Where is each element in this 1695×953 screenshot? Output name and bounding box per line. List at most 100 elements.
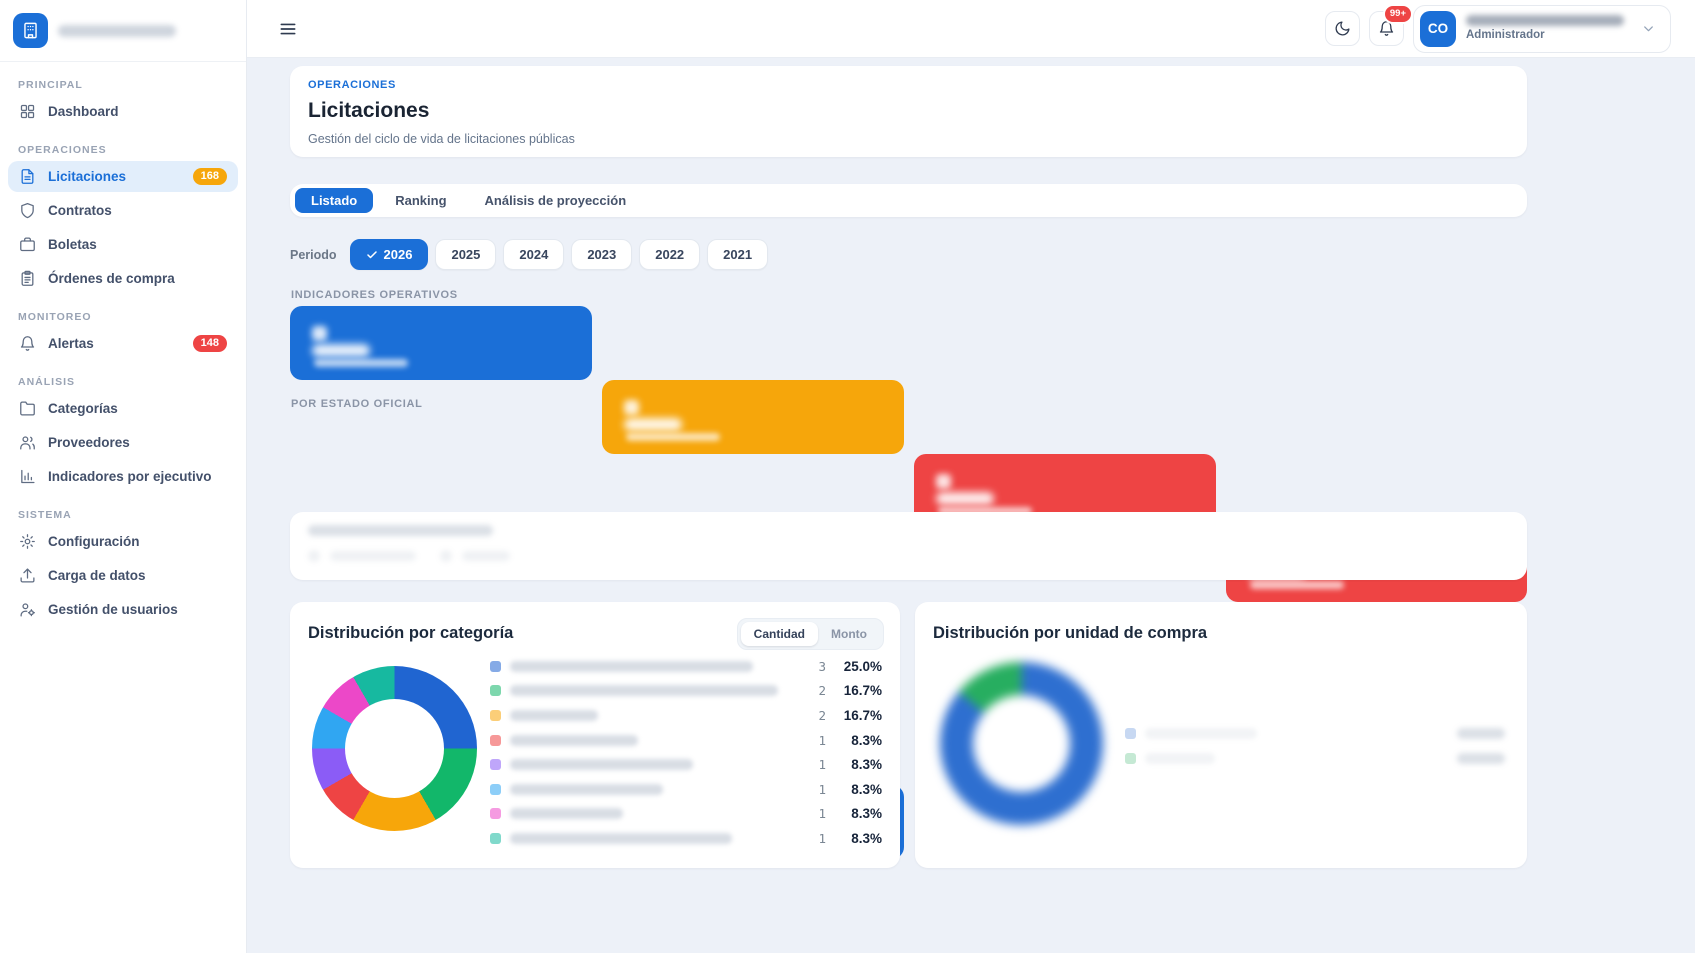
toggle-monto[interactable]: Monto bbox=[818, 622, 880, 646]
sidebar-item-label: Indicadores por ejecutivo bbox=[48, 469, 212, 484]
legend-percent: 25.0% bbox=[843, 658, 882, 674]
sidebar-item-alertas[interactable]: Alertas 148 bbox=[8, 328, 238, 359]
sidebar-item-carga-de-datos[interactable]: Carga de datos bbox=[8, 560, 238, 591]
kpi-label-blurred bbox=[626, 433, 720, 441]
period-selector: Periodo 2026 2025 2024 2023 2022 2021 bbox=[290, 239, 769, 270]
sidebar-item-label: Gestión de usuarios bbox=[48, 602, 178, 617]
kpi-card-1-blurred bbox=[290, 306, 592, 380]
legend-swatch bbox=[490, 685, 501, 697]
legend-row: 1 8.3% bbox=[490, 802, 882, 827]
notifications-button[interactable]: 99+ bbox=[1369, 4, 1413, 46]
notifications-count-badge: 99+ bbox=[1382, 4, 1413, 24]
folder-icon bbox=[19, 400, 36, 417]
sidebar-item-label: Proveedores bbox=[48, 435, 130, 450]
moon-icon bbox=[1334, 20, 1351, 37]
filter-label-blurred bbox=[330, 551, 416, 561]
filters-row-blurred bbox=[308, 550, 510, 562]
sidebar-item-proveedores[interactable]: Proveedores bbox=[8, 427, 238, 458]
bell-icon bbox=[19, 335, 36, 352]
category-legend: 3 25.0% 2 16.7% 2 16.7% bbox=[490, 654, 882, 851]
bar-chart-icon bbox=[19, 468, 36, 485]
chevron-down-icon bbox=[1641, 21, 1656, 36]
kpi-label-blurred bbox=[1250, 581, 1344, 589]
category-panel-title: Distribución por categoría bbox=[308, 624, 514, 642]
legend-swatch bbox=[490, 808, 501, 820]
period-label: Periodo bbox=[290, 247, 337, 262]
user-menu[interactable]: CO Administrador bbox=[1413, 4, 1671, 53]
sidebar-item-gestion-de-usuarios[interactable]: Gestión de usuarios bbox=[8, 594, 238, 625]
legend-row: 3 25.0% bbox=[490, 654, 882, 679]
legend-swatch bbox=[490, 709, 501, 721]
sidebar-item-configuracion[interactable]: Configuración bbox=[8, 526, 238, 557]
unit-legend-row bbox=[1125, 753, 1215, 764]
topbar: 99+ CO Administrador bbox=[247, 0, 1695, 58]
sidebar-item-indicadores-por-ejecutivo[interactable]: Indicadores por ejecutivo bbox=[8, 461, 238, 492]
legend-percent: 16.7% bbox=[843, 707, 882, 723]
legend-label-blurred bbox=[510, 808, 623, 820]
page-title: Licitaciones bbox=[308, 99, 430, 122]
sidebar-item-dashboard[interactable]: Dashboard bbox=[8, 96, 238, 127]
kpi-icon-blurred bbox=[936, 474, 951, 489]
legend-percent: 8.3% bbox=[851, 830, 882, 846]
legend-count: 2 bbox=[818, 683, 826, 699]
licitaciones-count-badge: 168 bbox=[192, 168, 227, 185]
period-option-label: 2022 bbox=[655, 247, 685, 262]
kpi-value-blurred bbox=[312, 344, 370, 357]
legend-count: 2 bbox=[818, 707, 826, 723]
tab-listado[interactable]: Listado bbox=[295, 188, 374, 213]
category-distribution-panel: Distribución por categoría Cantidad Mont… bbox=[290, 602, 900, 868]
shield-icon bbox=[19, 202, 36, 219]
legend-percent: 16.7% bbox=[843, 683, 882, 699]
filter-icon-blurred bbox=[440, 550, 452, 562]
sidebar-item-boletas[interactable]: Boletas bbox=[8, 229, 238, 260]
legend-count: 1 bbox=[818, 830, 826, 846]
tab-ranking[interactable]: Ranking bbox=[379, 188, 462, 213]
filter-label-blurred bbox=[462, 551, 510, 561]
legend-row: 2 16.7% bbox=[490, 679, 882, 704]
period-2023-button[interactable]: 2023 bbox=[571, 239, 633, 270]
toggle-cantidad[interactable]: Cantidad bbox=[740, 622, 819, 646]
filter-icon-blurred bbox=[308, 550, 320, 562]
page-header-card: OPERACIONES Licitaciones Gestión del cic… bbox=[290, 66, 1527, 157]
building-icon bbox=[21, 21, 40, 40]
sidebar-item-label: Boletas bbox=[48, 237, 97, 252]
tab-analisis-de-proyeccion[interactable]: Análisis de proyección bbox=[469, 188, 643, 213]
period-2022-button[interactable]: 2022 bbox=[639, 239, 701, 270]
upload-icon bbox=[19, 567, 36, 584]
sidebar-item-label: Dashboard bbox=[48, 104, 119, 119]
indicators-heading: INDICADORES OPERATIVOS bbox=[291, 289, 458, 301]
period-option-label: 2023 bbox=[587, 247, 617, 262]
legend-swatch bbox=[490, 759, 501, 771]
user-gear-icon bbox=[19, 601, 36, 618]
legend-row: 1 8.3% bbox=[490, 826, 882, 851]
theme-toggle-button[interactable] bbox=[1325, 11, 1360, 46]
sidebar-item-ordenes-de-compra[interactable]: Órdenes de compra bbox=[8, 263, 238, 294]
clipboard-icon bbox=[19, 270, 36, 287]
brand-logo bbox=[13, 13, 48, 48]
legend-swatch bbox=[1125, 753, 1136, 764]
unit-value-blurred bbox=[1457, 753, 1505, 764]
legend-count: 1 bbox=[818, 781, 826, 797]
main-area: 99+ CO Administrador OPE bbox=[247, 0, 1695, 953]
sidebar-item-licitaciones[interactable]: Licitaciones 168 bbox=[8, 161, 238, 192]
kpi-value-blurred bbox=[624, 418, 682, 431]
period-2021-button[interactable]: 2021 bbox=[707, 239, 769, 270]
period-2026-button[interactable]: 2026 bbox=[349, 239, 429, 270]
kpi-value-blurred bbox=[936, 492, 994, 505]
unit-distribution-panel: Distribución por unidad de compra bbox=[915, 602, 1527, 868]
legend-count: 1 bbox=[818, 806, 826, 822]
kpi-card-2-blurred bbox=[602, 380, 904, 454]
check-icon bbox=[366, 249, 378, 261]
dashboard-icon bbox=[19, 103, 36, 120]
sidebar: PRINCIPAL Dashboard OPERACIONES Licitaci… bbox=[0, 0, 247, 953]
sidebar-item-categorias[interactable]: Categorías bbox=[8, 393, 238, 424]
filters-card-blurred bbox=[290, 512, 1527, 580]
sidebar-item-contratos[interactable]: Contratos bbox=[8, 195, 238, 226]
briefcase-icon bbox=[19, 236, 36, 253]
period-2024-button[interactable]: 2024 bbox=[503, 239, 565, 270]
legend-row: 1 8.3% bbox=[490, 752, 882, 777]
sidebar-section-sistema: SISTEMA bbox=[18, 509, 72, 521]
sidebar-toggle-button[interactable] bbox=[271, 12, 305, 46]
period-2025-button[interactable]: 2025 bbox=[435, 239, 497, 270]
status-heading: POR ESTADO OFICIAL bbox=[291, 398, 423, 410]
